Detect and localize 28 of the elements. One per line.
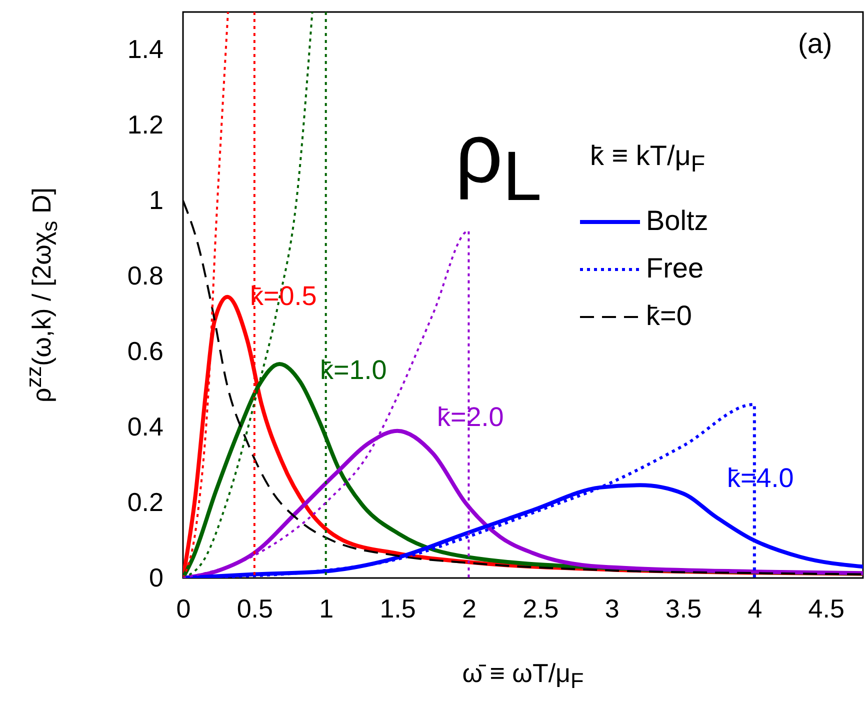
y-tick-label: 0.6 [127, 336, 164, 366]
legend-label: Boltz [646, 205, 708, 236]
y-tick-label: 0.8 [127, 260, 164, 291]
y-tick-label: 1.2 [127, 110, 164, 140]
x-tick-label: 0 [176, 594, 191, 624]
y-tick-label: 0.4 [127, 412, 164, 442]
annotation: k̄=1.0 [320, 355, 387, 386]
x-tick-label: 3 [604, 594, 620, 624]
legend-label: Free [646, 252, 704, 284]
x-tick-label: 4 [748, 594, 762, 624]
x-tick-label: 2 [462, 594, 476, 624]
x-tick-label: 3.5 [665, 594, 702, 624]
x-tick-label: 4.5 [808, 594, 844, 624]
y-tick-label: 0.2 [127, 487, 164, 518]
annotation: k̄=4.0 [727, 463, 794, 494]
x-axis-title: ω̄ ≡ ωT/μ$_{F}$ [462, 658, 584, 694]
y-tick-label: 0 [149, 562, 164, 592]
annotation: k̄=2.0 [437, 402, 504, 433]
x-tick-label: 0.5 [236, 594, 274, 624]
x-tick-label: 2.5 [522, 594, 559, 624]
x-tick-label: 1.5 [380, 594, 416, 624]
annotation: (a) [798, 28, 832, 60]
x-tick-label: 1 [319, 594, 334, 624]
annotation: k̄ ≡ kT/μ$_{F}$ [590, 140, 706, 178]
legend-label: k̄=0 [646, 300, 692, 331]
y-tick-label: 1.4 [127, 34, 164, 64]
annotation: ρ$_{L}$ [455, 105, 542, 216]
y-tick-label: 1 [149, 185, 164, 216]
